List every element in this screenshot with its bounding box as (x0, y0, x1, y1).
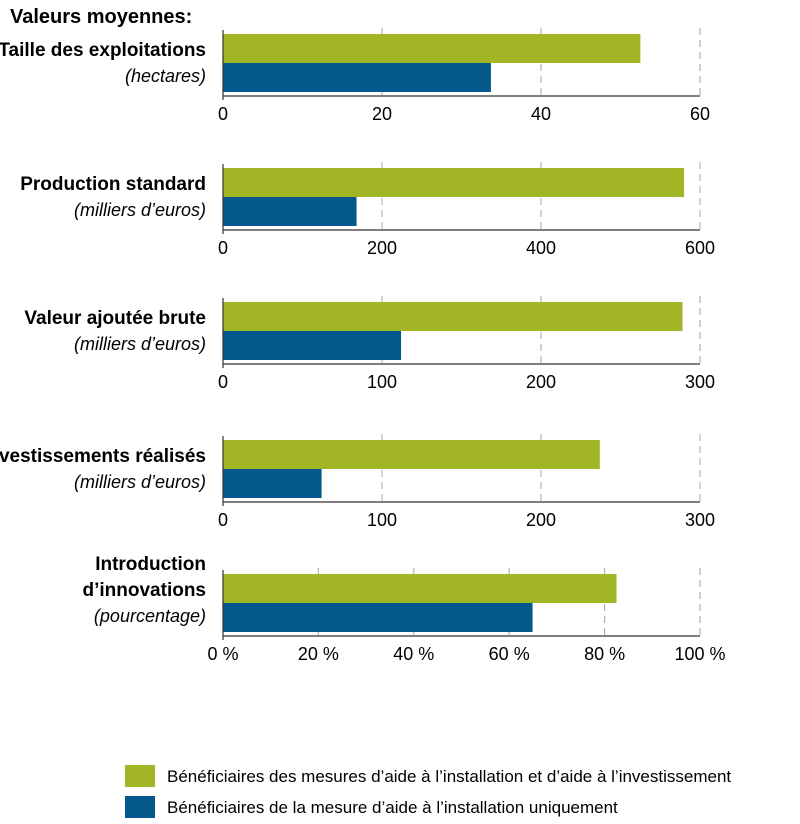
panel-unit: (milliers d’euros) (74, 472, 206, 492)
bar-series-2 (223, 63, 491, 92)
tick-label: 0 % (207, 644, 238, 664)
panel-label: Production standard (20, 174, 206, 195)
tick-label: 0 (218, 104, 228, 124)
bar-series-2 (223, 197, 357, 226)
panel-label: d’innovations (83, 580, 207, 601)
panel-unit: (milliers d’euros) (74, 334, 206, 354)
tick-label: 300 (685, 510, 715, 530)
tick-label: 100 (367, 372, 397, 392)
panel-2: Valeur ajoutée brute (milliers d’euros) 0 1… (24, 296, 715, 392)
tick-label: 0 (218, 372, 228, 392)
legend-swatch-series2 (125, 796, 155, 818)
panel-label: Valeur ajoutée brute (24, 308, 206, 329)
panel-label: Taille des exploitations (0, 40, 206, 61)
tick-label: 40 % (393, 644, 434, 664)
tick-label: 20 (372, 104, 392, 124)
tick-label: 200 (526, 510, 556, 530)
tick-label: 60 % (489, 644, 530, 664)
legend: Bénéficiaires des mesures d’aide à l’ins… (125, 765, 731, 818)
legend-label-series2: Bénéficiaires de la mesure d’aide à l’in… (167, 798, 618, 817)
tick-label: 400 (526, 238, 556, 258)
panel-3: Investissements réalisés (milliers d’euro… (0, 434, 715, 530)
panel-1: Production standard (milliers d’euros) 0 20… (20, 162, 715, 258)
legend-swatch-series1 (125, 765, 155, 787)
bar-series-2 (223, 603, 533, 632)
bar-series-1 (223, 302, 683, 331)
bar-series-2 (223, 331, 402, 360)
tick-label: 0 (218, 510, 228, 530)
panel-label: Introduction (95, 554, 206, 575)
tick-label: 100 % (674, 644, 725, 664)
tick-label: 600 (685, 238, 715, 258)
tick-label: 60 (690, 104, 710, 124)
tick-label: 40 (531, 104, 551, 124)
tick-label: 80 % (584, 644, 625, 664)
panel-4: Introduction d’innovations (pourcentage)0 … (83, 554, 726, 664)
bar-series-1 (223, 168, 685, 197)
tick-label: 20 % (298, 644, 339, 664)
panel-label: Investissements réalisés (0, 446, 206, 467)
tick-label: 100 (367, 510, 397, 530)
tick-label: 0 (218, 238, 228, 258)
tick-label: 200 (526, 372, 556, 392)
legend-label-series1: Bénéficiaires des mesures d’aide à l’ins… (167, 767, 731, 786)
panel-unit: (pourcentage) (94, 606, 206, 626)
tick-label: 300 (685, 372, 715, 392)
panel-unit: (milliers d’euros) (74, 200, 206, 220)
page-title: Valeurs moyennes: (10, 6, 192, 28)
bar-series-2 (223, 469, 322, 498)
tick-label: 200 (367, 238, 397, 258)
chart-panels: Taille des exploitations (hectares) 0 20 40 6… (0, 28, 726, 664)
bar-series-1 (223, 440, 600, 469)
bar-series-1 (223, 34, 641, 63)
panel-0: Taille des exploitations (hectares) 0 20 40 6… (0, 28, 710, 124)
bar-series-1 (223, 574, 617, 603)
panel-unit: (hectares) (125, 66, 206, 86)
